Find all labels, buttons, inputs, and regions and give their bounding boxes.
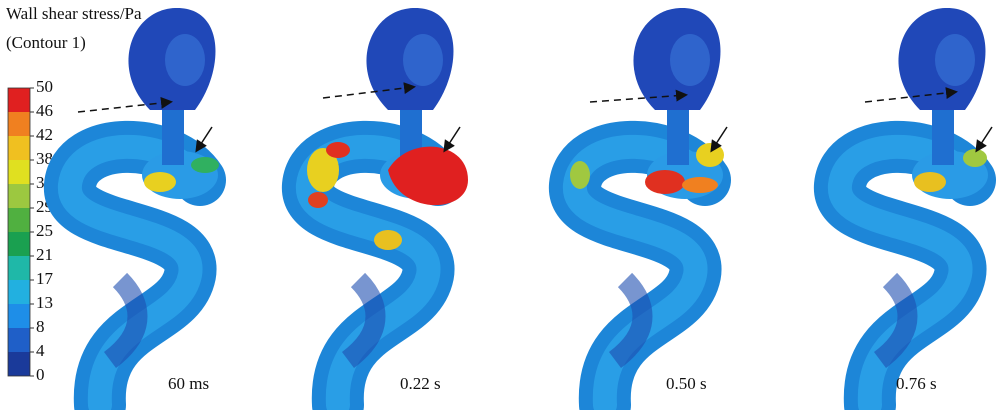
panel-label: 0.22 s: [400, 374, 441, 393]
panel-label: 0.50 s: [666, 374, 707, 393]
legend-title: Wall shear stress/Pa: [6, 4, 142, 23]
colorbar-tick-label: 13: [36, 293, 53, 312]
colorbar-segment: [8, 280, 30, 304]
colorbar-tick-label: 4: [36, 341, 45, 360]
colorbar-segment: [8, 160, 30, 184]
panel-label: 60 ms: [168, 374, 209, 393]
legend-subtitle: (Contour 1): [6, 33, 86, 52]
figure: Wall shear stress/Pa (Contour 1) 0 4 8 13 17…: [0, 0, 996, 410]
colorbar-tick-label: 50: [36, 77, 53, 96]
contour-panel: [70, 8, 219, 405]
colorbar-segment: [8, 208, 30, 232]
colorbar-segment: [8, 112, 30, 136]
colorbar-tick-label: 25: [36, 221, 53, 240]
page: {"legend": {"title": ["Wall shear stress…: [0, 0, 996, 410]
panel-label: 0.76 s: [896, 374, 937, 393]
contour-panel: [570, 8, 727, 405]
colorbar-segment: [8, 232, 30, 256]
colorbar-segment: [8, 352, 30, 376]
colorbar-segment: [8, 136, 30, 160]
colorbar: 04813172125293338424650: [8, 77, 54, 384]
colorbar-tick-label: 8: [36, 317, 45, 336]
colorbar-tick-label: 46: [36, 101, 53, 120]
colorbar-segment: [8, 88, 30, 112]
colorbar-segment: [8, 304, 30, 328]
colorbar-segment: [8, 256, 30, 280]
contour-panel: [307, 8, 468, 405]
colorbar-tick-label: 17: [36, 269, 54, 288]
colorbar-tick-label: 42: [36, 125, 53, 144]
colorbar-tick-label: 0: [36, 365, 45, 384]
colorbar-segment: [8, 184, 30, 208]
colorbar-tick-label: 21: [36, 245, 53, 264]
contour-panel: [840, 8, 992, 405]
colorbar-segment: [8, 328, 30, 352]
